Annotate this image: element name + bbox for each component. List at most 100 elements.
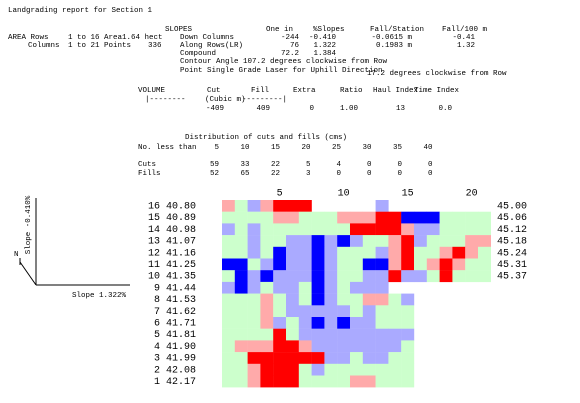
grid-cell [298,235,312,247]
grid-cell [375,270,389,283]
grid-cell [401,246,415,259]
grid-cell [234,246,248,259]
fills-value: 22 [271,170,280,178]
grid-cell [388,293,402,306]
area-value: 1.64 hect [122,34,163,42]
grid-cell [247,352,261,364]
grid-cell [414,223,427,236]
grid-cell [260,328,274,341]
grid-cell [234,258,248,271]
grid-cell [350,223,363,236]
grid-cell [324,246,338,259]
row-elevation: 41.62 [166,307,196,318]
grid-cell [260,235,274,247]
grid-cell [311,246,325,259]
volume-value: -409 [206,105,224,113]
grid-cell [324,223,338,236]
grid-cell [362,317,376,329]
grid-cell [260,317,274,329]
grid-cell [222,340,235,353]
grid-cell [401,317,415,329]
slopes-cell: -0.0615 m [371,34,412,42]
grid-cell [414,211,427,224]
grid-cell [362,235,376,247]
volume-header: Haul Index [373,87,419,95]
threshold: 25 [332,144,342,152]
grid-cell [388,235,402,247]
grid-cell [337,235,351,247]
grid-cell [362,258,376,271]
row-right-elevation: 45.06 [497,213,527,224]
grid-cell [222,293,235,306]
slopes-cell: -0.410 [309,34,337,42]
grid-cell [298,270,312,283]
grid-cell [362,281,376,294]
grid-cell [375,246,389,259]
laser-angle: 17.2 degrees clockwise from Row [367,70,507,78]
cuts-value: 0 [367,161,372,169]
row-number: 6 [154,318,160,329]
grid-cell [260,340,274,353]
row-number: 14 [148,225,160,236]
grid-cell [247,270,261,283]
grid-cell [439,211,453,224]
grid-cell [273,223,287,236]
grid-cell [247,258,261,271]
grid-cell [324,363,338,376]
grid-cell [362,305,376,318]
cuts-value: 5 [306,161,311,169]
grid-cell [324,270,338,283]
grid-cell [260,223,274,236]
grid-cell [311,235,325,247]
grid-cell [234,363,248,376]
grid-cell [426,211,440,224]
grid-cell [388,317,402,329]
grid-cell [298,223,312,236]
grid-cell [234,305,248,318]
grid-cell [273,258,287,271]
grid-cell [324,235,338,247]
grid-cell [337,281,351,294]
grid-cell [375,317,389,329]
grid-cell [478,223,491,236]
volume-value: 0.0 [438,105,452,113]
cuts-value: 33 [240,161,250,169]
grid-cell [388,246,402,259]
volume-bracket: |-------- [145,96,186,104]
grid-cell [260,200,274,212]
grid-cell [478,235,491,247]
points-value: 336 [148,42,162,50]
grid-cell [465,258,479,271]
grid-cell [362,363,376,376]
grid-cell [273,281,287,294]
grid-cell [247,223,261,236]
distribution-label: No. less than [138,144,197,152]
grid-cell [247,375,261,388]
volume-value: 13 [396,105,406,113]
fills-value: 0 [428,170,433,178]
grid-cell [286,317,299,329]
volume-value: 409 [256,105,270,113]
grid-cell [337,258,351,271]
grid-cell [337,211,351,224]
grid-cell [388,328,402,341]
grid-cell [286,305,299,318]
grid-cell [273,270,287,283]
grid-cell [452,223,466,236]
north-label: N [14,251,19,259]
grid-cell [452,258,466,271]
grid-cell [234,200,248,212]
grid-cell [273,328,287,341]
grid-cell [234,281,248,294]
row-elevation: 41.25 [166,260,196,271]
grid-cell [388,258,402,271]
row-right-elevation: 45.12 [497,225,527,236]
fills-value: 65 [240,170,250,178]
grid-cell [375,305,389,318]
grid-cell [337,223,351,236]
grid-cell [401,270,415,283]
grid-cell [362,328,376,341]
grid-cell [439,235,453,247]
grid-cell [439,223,453,236]
row-elevation: 42.17 [166,377,196,388]
